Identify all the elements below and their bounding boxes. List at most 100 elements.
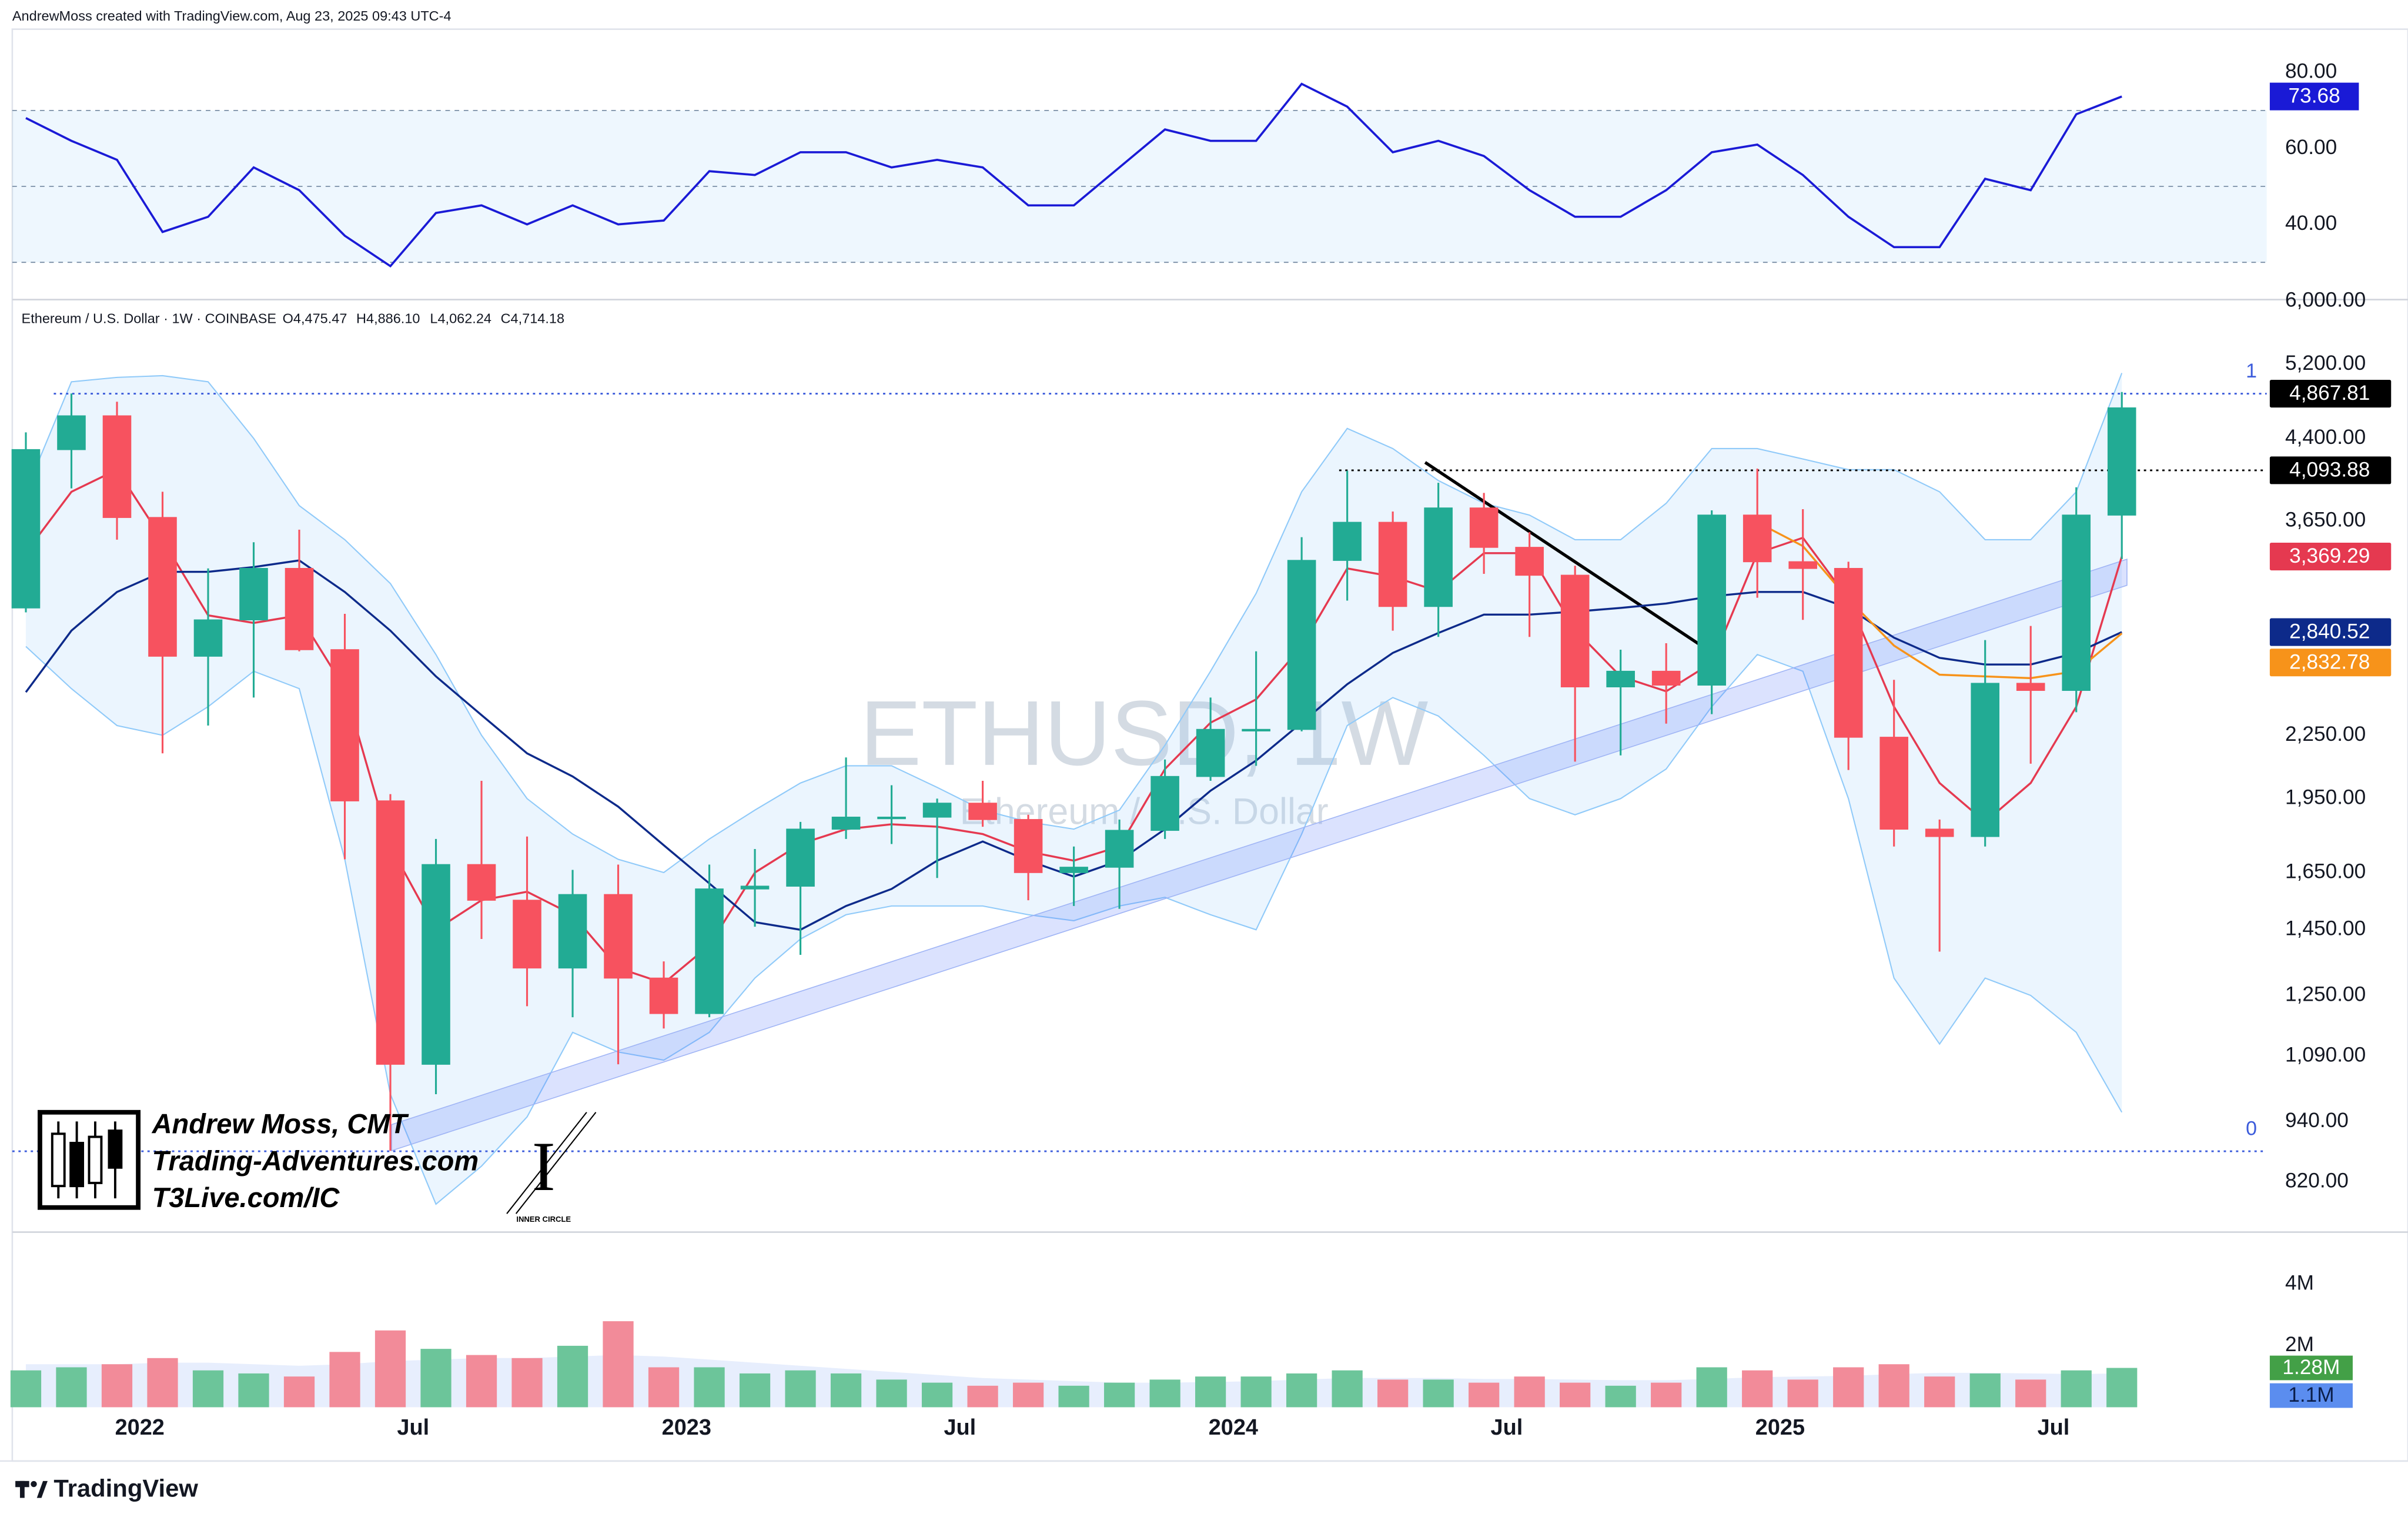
candles — [11, 392, 2136, 1151]
badge-text: INNER CIRCLE — [516, 1215, 571, 1224]
logo-candles — [51, 1121, 123, 1199]
y-tick-label: 1,450.00 — [2285, 917, 2366, 940]
volume-bar — [1149, 1379, 1180, 1408]
symbol-text: Ethereum / U.S. Dollar · 1W · COINBASE — [22, 311, 276, 326]
badge-stroke — [515, 1112, 597, 1214]
candle-body — [1515, 547, 1544, 576]
volume-bar — [101, 1364, 133, 1408]
x-tick-label: 2025 — [1755, 1415, 1805, 1440]
brand-link: T3Live.com/IC — [152, 1182, 340, 1213]
volume-bar — [1878, 1364, 1909, 1408]
candle-body — [376, 800, 405, 1065]
candle-body — [604, 894, 633, 979]
candle-body — [1378, 522, 1407, 607]
y-tick-label: 4,400.00 — [2285, 426, 2366, 449]
candle-body — [1788, 561, 1817, 569]
candle-body — [1059, 867, 1088, 873]
volume-bar — [739, 1373, 771, 1408]
candle-body — [513, 900, 541, 969]
volume-bar — [1012, 1382, 1044, 1408]
volume-bar — [967, 1385, 998, 1408]
candle-body — [1242, 728, 1270, 731]
volume-bar — [1651, 1382, 1682, 1408]
volume-bar — [192, 1370, 224, 1408]
volume-bar — [1833, 1367, 1864, 1408]
level-price-label: 4,867.81 — [2289, 382, 2370, 405]
volume-bar — [56, 1367, 87, 1408]
rsi-panel: 80.00 60.00 40.00 73.68 — [12, 60, 2359, 268]
volume-value-bg — [2269, 1355, 2353, 1381]
candle-body — [11, 449, 41, 609]
volume-bar — [329, 1352, 360, 1408]
badge-letter: I — [532, 1127, 556, 1205]
candle-body — [1925, 828, 1954, 837]
volume-bar — [1514, 1376, 1545, 1408]
y-tick-label: 820.00 — [2285, 1169, 2349, 1192]
level-price-label-bg — [2269, 456, 2392, 484]
candle-body — [1196, 728, 1225, 777]
candle-body — [1697, 514, 1726, 686]
brand-name: Andrew Moss, CMT — [152, 1108, 410, 1139]
x-tick-label: 2022 — [115, 1415, 165, 1440]
x-tick-label: Jul — [397, 1415, 429, 1440]
candle-body — [193, 619, 223, 657]
y-tick-label: 6,000.00 — [2285, 288, 2366, 311]
candle-body — [2016, 683, 2045, 691]
level-price-label: 4,093.88 — [2289, 459, 2370, 482]
y-tick-label: 1,090.00 — [2285, 1043, 2366, 1066]
volume-bar — [420, 1349, 452, 1408]
y-tick-label: 2M — [2285, 1333, 2314, 1356]
volume-bar — [648, 1367, 680, 1408]
watermark: ETHUSD, 1W — [860, 682, 1429, 785]
candle-body — [649, 977, 678, 1014]
volume-bar — [1560, 1382, 1591, 1408]
volume-bar — [1787, 1379, 1818, 1408]
x-tick-label: Jul — [944, 1415, 976, 1440]
volume-bar — [1924, 1376, 1955, 1408]
volume-bar — [2106, 1368, 2138, 1408]
brand-site: Trading-Adventures.com — [152, 1145, 479, 1176]
band-upper — [25, 373, 2123, 874]
y-tick-label: 1,650.00 — [2285, 860, 2366, 883]
candle-body — [239, 567, 268, 621]
series-price-label-bg — [2269, 618, 2392, 646]
volume-ma-value: 1.1M — [2288, 1383, 2334, 1406]
volume-bar — [147, 1358, 178, 1408]
volume-bar — [921, 1382, 953, 1408]
volume-bar — [785, 1370, 816, 1408]
candle-body — [558, 894, 587, 969]
volume-bar — [1969, 1373, 2001, 1408]
ohlc-high: H4,886.10 — [356, 311, 420, 326]
branding: Andrew Moss, CMT Trading-Adventures.com … — [38, 1108, 597, 1224]
candle-body — [1651, 670, 1681, 686]
volume-bar — [1696, 1367, 1727, 1408]
level-price-label-bg — [2269, 380, 2392, 408]
candle-body — [102, 415, 132, 518]
volume-bar — [10, 1370, 42, 1408]
volume-bar — [1103, 1382, 1135, 1408]
badge-stroke — [506, 1112, 587, 1214]
y-tick-label: 4M — [2285, 1272, 2314, 1295]
candle-body — [2062, 514, 2091, 691]
candle-body — [922, 803, 952, 818]
y-tick-label: 5,200.00 — [2285, 352, 2366, 375]
y-tick-label: 940.00 — [2285, 1109, 2349, 1132]
candle-body — [831, 817, 861, 830]
header-text: AndrewMoss created with TradingView.com,… — [12, 8, 452, 24]
moving-average — [1757, 521, 2123, 680]
x-tick-label: 2023 — [662, 1415, 711, 1440]
volume-bar — [1423, 1379, 1454, 1408]
volume-bar — [694, 1367, 725, 1408]
volume-bar — [1469, 1382, 1500, 1408]
series-price-label: 3,369.29 — [2289, 544, 2370, 567]
volume-value: 1.28M — [2282, 1356, 2340, 1379]
candle-body — [1469, 507, 1499, 548]
fib-label: 0 — [2246, 1118, 2257, 1140]
x-tick-label: 2024 — [1209, 1415, 1258, 1440]
candle-body — [1014, 819, 1043, 873]
volume-bar — [1240, 1376, 1272, 1408]
y-tick-label: 40.00 — [2285, 212, 2337, 235]
candle-body — [1971, 683, 1999, 837]
